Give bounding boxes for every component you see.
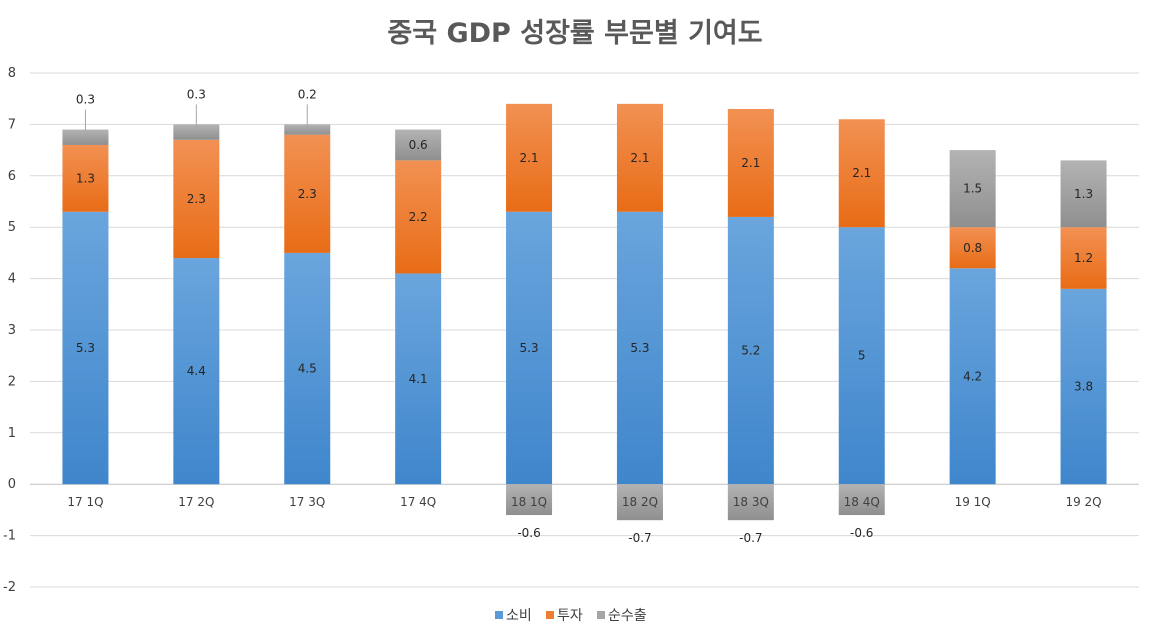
x-tick-label: 18 1Q: [511, 495, 547, 509]
bar-consumption: [62, 211, 109, 485]
data-label: 2.1: [630, 151, 649, 165]
x-tick-label: 17 1Q: [67, 495, 103, 509]
data-label: 2.1: [520, 151, 539, 165]
data-label: 3.8: [1074, 380, 1093, 394]
legend: 소비 투자 순수출: [495, 608, 647, 624]
bar-investment: [1060, 227, 1107, 289]
y-tick-label: 6: [8, 169, 16, 184]
bar-net-exports: [616, 484, 663, 521]
bar-consumption: [949, 268, 996, 485]
data-label: 1.3: [1074, 187, 1093, 201]
bar-investment: [395, 160, 442, 274]
data-label: 2.3: [187, 192, 206, 206]
chart-title: 중국 GDP 성장률 부문별 기여도: [387, 18, 762, 49]
legend-label: 소비: [506, 608, 532, 624]
bar-consumption: [727, 216, 774, 485]
legend-swatch: [597, 611, 605, 619]
bar-consumption: [395, 273, 442, 485]
y-tick-label: 1: [8, 426, 16, 441]
x-tick-label: 19 2Q: [1065, 495, 1101, 509]
legend-label: 투자: [557, 608, 583, 624]
x-tick-label: 18 4Q: [844, 495, 880, 509]
data-label: 4.4: [187, 364, 206, 378]
legend-swatch: [495, 611, 503, 619]
data-label: 5: [858, 349, 866, 363]
data-label: 2.2: [409, 210, 428, 224]
x-tick-label: 17 4Q: [400, 495, 436, 509]
bar-net-exports: [173, 124, 220, 140]
bar-investment: [62, 144, 109, 212]
data-label: 0.3: [76, 93, 95, 107]
y-tick-label: -2: [3, 580, 16, 595]
data-label: 1.2: [1074, 251, 1093, 265]
bar-consumption: [506, 211, 553, 485]
y-tick-label: 5: [8, 220, 16, 235]
data-label: 5.3: [76, 341, 95, 355]
data-label: 0.3: [187, 87, 206, 101]
y-tick-label: 4: [8, 272, 16, 287]
bar-net-exports: [284, 124, 331, 135]
data-label: 1.3: [76, 171, 95, 185]
data-label: 2.1: [741, 156, 760, 170]
bar-investment: [838, 119, 885, 228]
y-tick-label: 2: [8, 374, 16, 389]
bar-investment: [284, 134, 331, 253]
bar-area: [62, 103, 1107, 521]
bar-net-exports: [949, 150, 996, 228]
data-label: 1.5: [963, 182, 982, 196]
data-label: -0.6: [517, 526, 540, 540]
data-label: 2.1: [852, 166, 871, 180]
x-tick-label: 17 2Q: [178, 495, 214, 509]
bar-consumption: [173, 258, 220, 485]
data-labels: 5.3 1.3 0.3 4.4 2.3 0.3 4.5 2.3 0.2 4.1 2.2 0.6 5.3 2…: [76, 87, 1093, 545]
x-tick-label: 18 2Q: [622, 495, 658, 509]
bar-investment: [727, 108, 774, 217]
bar-investment: [616, 103, 663, 212]
bar-net-exports: [506, 484, 553, 516]
data-label: 4.5: [298, 362, 317, 376]
bar-consumption: [838, 227, 885, 485]
data-label: -0.7: [739, 531, 762, 545]
bar-net-exports: [838, 484, 885, 516]
bar-net-exports: [62, 129, 109, 145]
y-tick-label: 3: [8, 323, 16, 338]
bar-consumption: [616, 211, 663, 485]
bar-investment: [506, 103, 553, 212]
data-label: 4.2: [963, 369, 982, 383]
x-tick-label: 18 3Q: [733, 495, 769, 509]
bar-investment: [949, 227, 996, 269]
x-tick-label: 19 1Q: [955, 495, 991, 509]
data-label: -0.6: [850, 526, 873, 540]
data-label: 2.3: [298, 187, 317, 201]
bar-consumption: [284, 252, 331, 485]
bar-net-exports: [395, 129, 442, 161]
data-label: 0.8: [963, 241, 982, 255]
y-tick-label: 8: [8, 66, 16, 81]
y-tick-label: 7: [8, 117, 16, 132]
data-label: 0.2: [298, 87, 317, 101]
legend-swatch: [546, 611, 554, 619]
bar-net-exports: [727, 484, 774, 521]
bar-consumption: [1060, 288, 1107, 485]
data-label: 4.1: [409, 372, 428, 386]
y-axis: 8 7 6 5 4 3 2 1 0 -1 -2: [3, 66, 16, 595]
data-label: 5.3: [630, 341, 649, 355]
data-label: 5.2: [741, 344, 760, 358]
legend-label: 순수출: [608, 608, 647, 624]
bar-investment: [173, 139, 220, 259]
data-label: 5.3: [520, 341, 539, 355]
x-tick-label: 17 3Q: [289, 495, 325, 509]
bar-net-exports: [1060, 160, 1107, 228]
data-label: -0.7: [628, 531, 651, 545]
data-label: 0.6: [409, 138, 428, 152]
x-axis: 17 1Q 17 2Q 17 3Q 17 4Q 18 1Q 18 2Q 18 3Q 18 4Q…: [67, 495, 1101, 509]
y-tick-label: 0: [8, 477, 16, 492]
y-tick-label: -1: [3, 529, 16, 544]
